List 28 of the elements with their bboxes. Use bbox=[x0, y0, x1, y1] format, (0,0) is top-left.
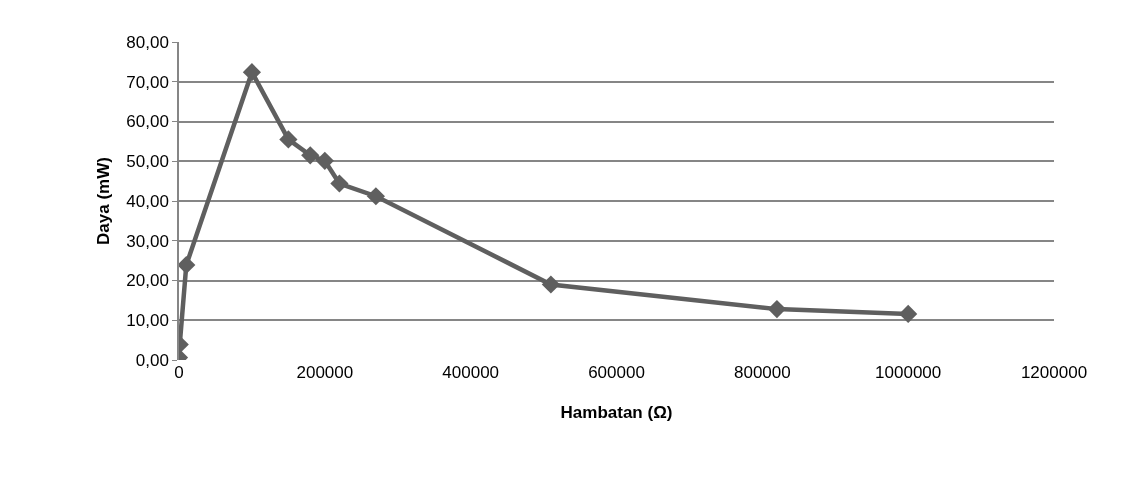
y-tick-label: 50,00 bbox=[126, 152, 169, 172]
y-tick-label: 40,00 bbox=[126, 191, 169, 211]
point bbox=[330, 174, 349, 193]
x-tick-label: 400000 bbox=[442, 363, 500, 382]
y-axis-title: Daya (mW) bbox=[94, 157, 114, 245]
y-tick-label: 70,00 bbox=[126, 72, 169, 92]
x-tick-label: 1000000 bbox=[875, 363, 942, 382]
point bbox=[366, 187, 385, 206]
point bbox=[301, 146, 320, 165]
point bbox=[242, 63, 262, 82]
y-tick-label: 30,00 bbox=[126, 231, 169, 251]
x-axis-title: Hambatan (Ω) bbox=[560, 403, 673, 423]
point bbox=[899, 304, 918, 323]
y-tick-label: 60,00 bbox=[126, 112, 169, 132]
x-tick-label: 1200000 bbox=[1020, 363, 1088, 382]
x-tick-label: 0 bbox=[174, 363, 184, 382]
point bbox=[179, 255, 196, 275]
y-tick-label: 0,00 bbox=[135, 350, 169, 370]
y-tick-label: 10,00 bbox=[126, 311, 169, 331]
point bbox=[541, 275, 560, 294]
point bbox=[767, 300, 787, 319]
x-tick-label: 600000 bbox=[588, 363, 645, 382]
y-tick-label: 80,00 bbox=[126, 32, 169, 52]
x-tick-label: 800000 bbox=[733, 363, 791, 382]
x-tick-label: 200000 bbox=[296, 363, 354, 382]
y-tick-label: 20,00 bbox=[126, 271, 169, 291]
point bbox=[279, 130, 298, 149]
point bbox=[315, 151, 334, 170]
